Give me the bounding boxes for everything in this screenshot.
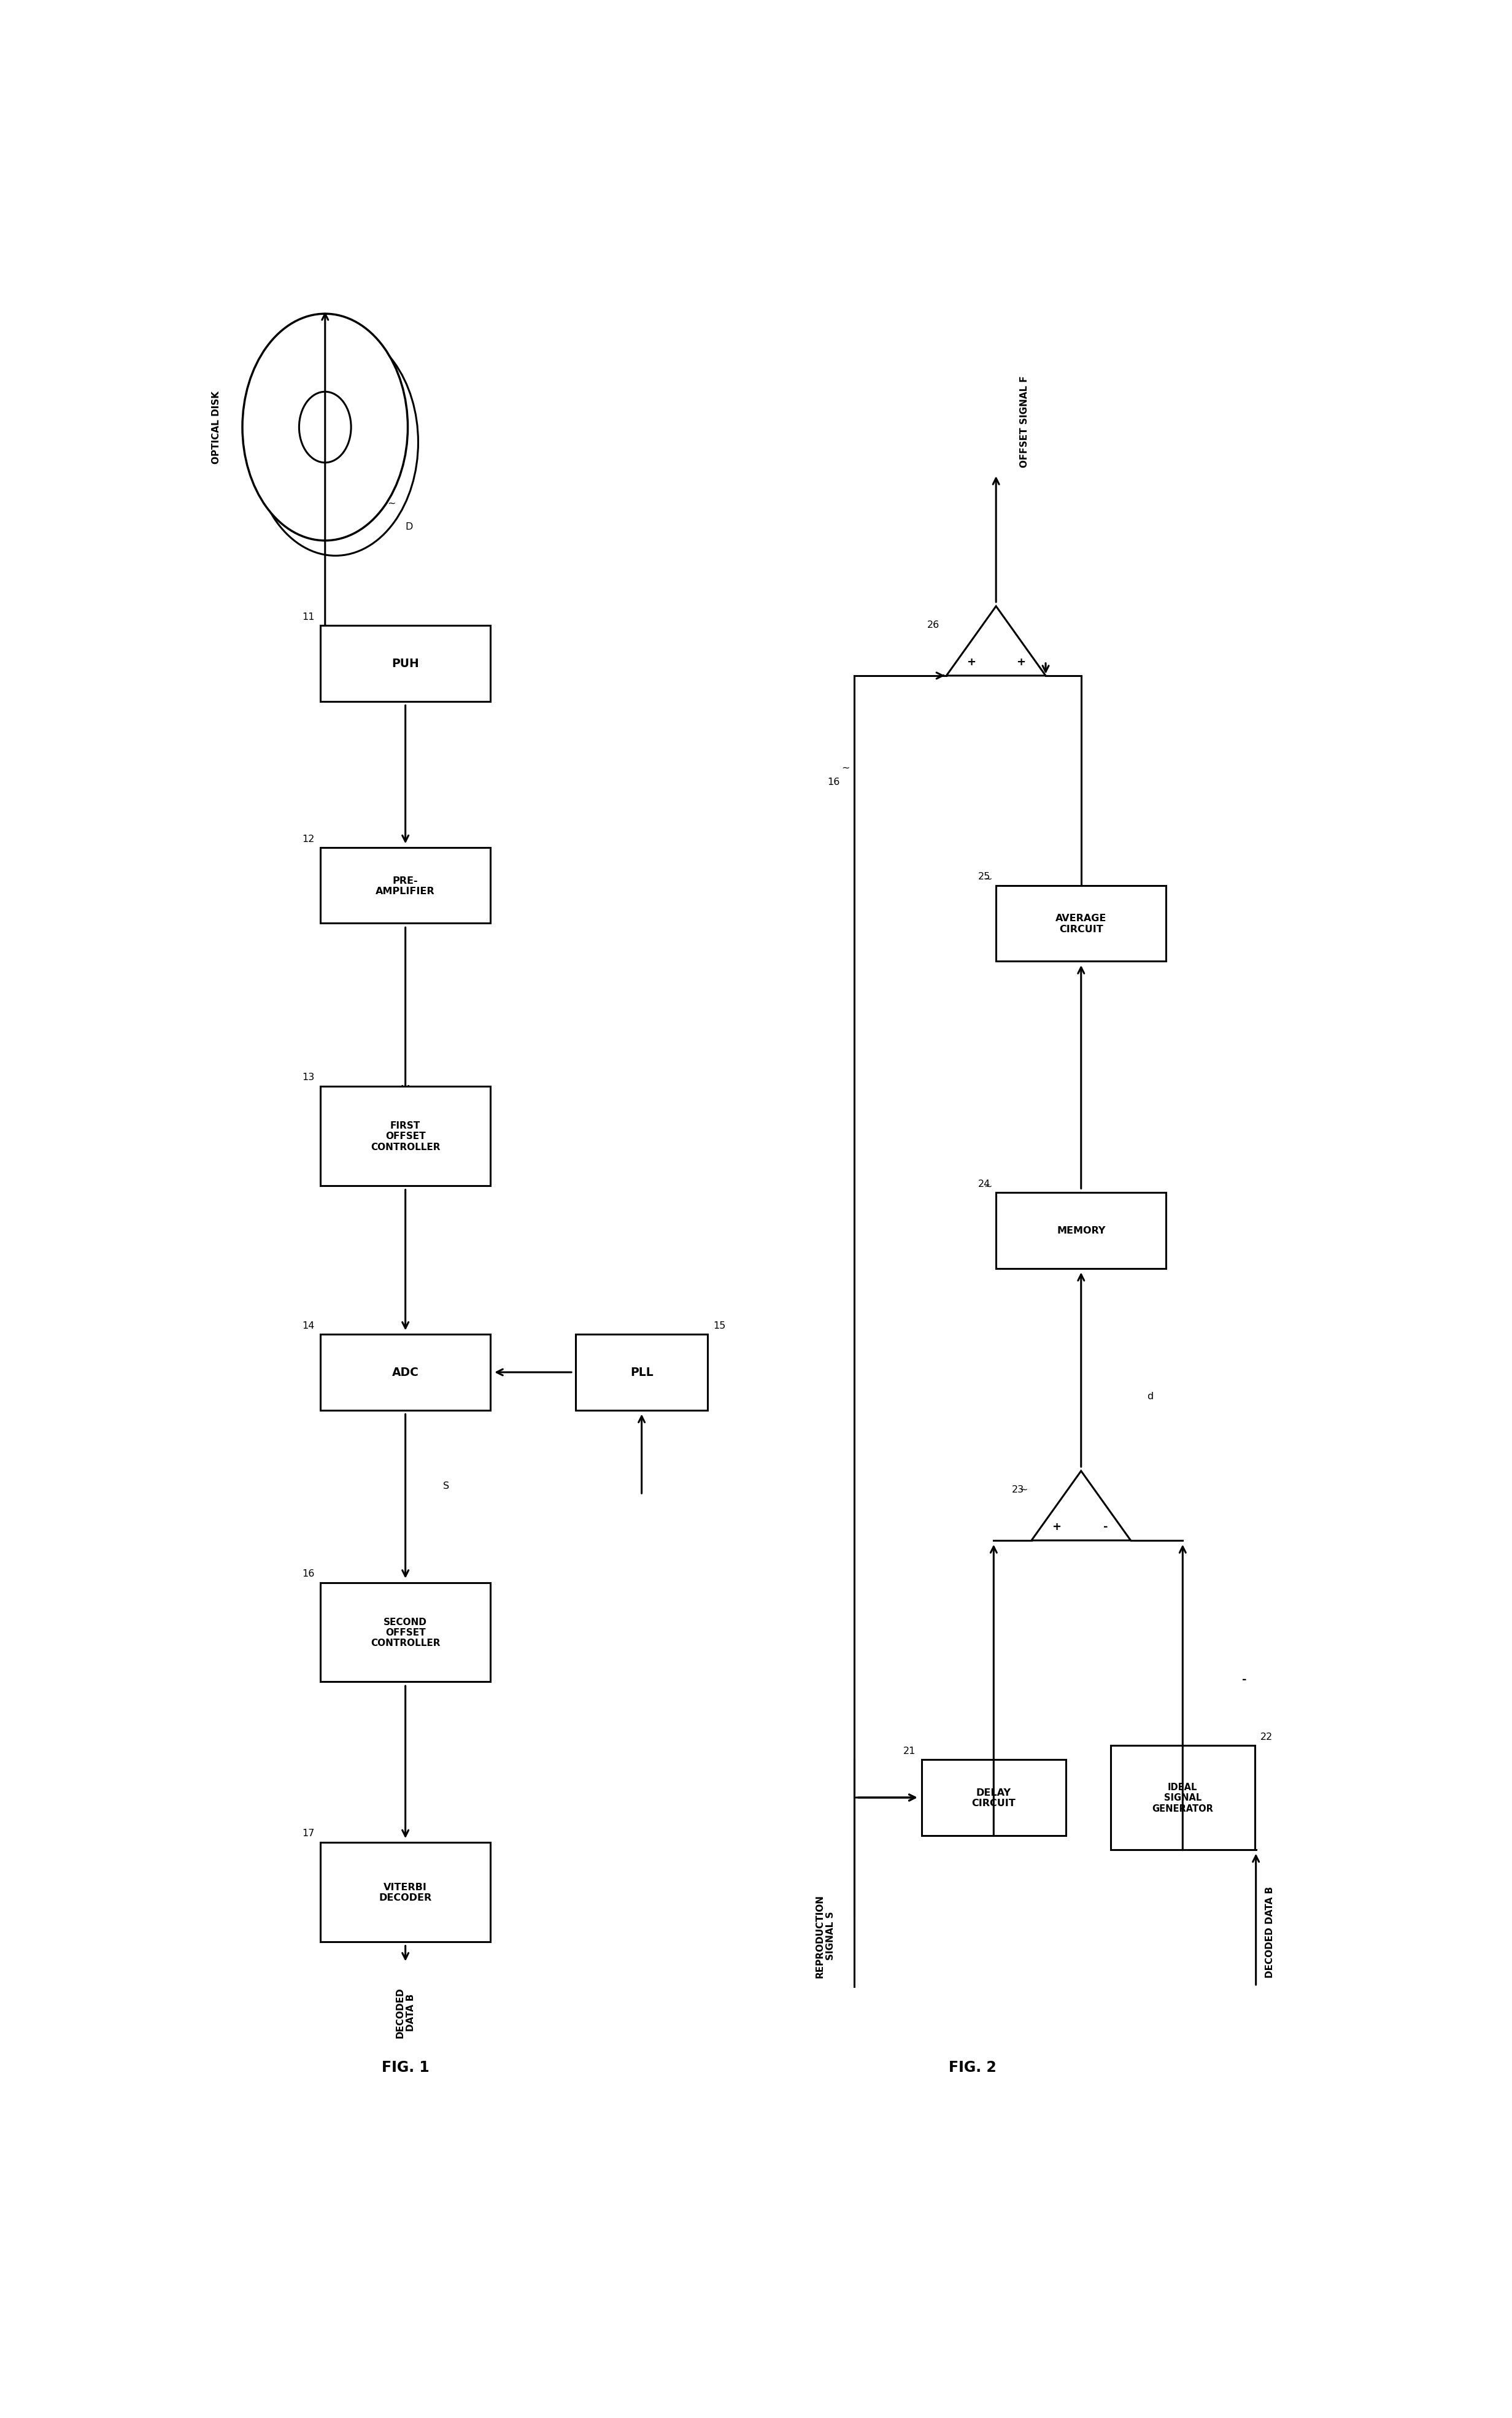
Text: VITERBI
DECODER: VITERBI DECODER xyxy=(380,1881,432,1903)
Ellipse shape xyxy=(242,314,408,542)
Text: +: + xyxy=(1016,658,1025,667)
Text: ~: ~ xyxy=(1019,1485,1028,1494)
Text: IDEAL
SIGNAL
GENERATOR: IDEAL SIGNAL GENERATOR xyxy=(1152,1782,1213,1814)
Text: 25: 25 xyxy=(978,873,990,880)
Text: +: + xyxy=(966,658,975,667)
Text: OFFSET SIGNAL F: OFFSET SIGNAL F xyxy=(1019,375,1028,467)
Bar xyxy=(576,1335,708,1410)
Text: 26: 26 xyxy=(927,621,939,629)
Text: -: - xyxy=(1241,1673,1246,1685)
Text: ~: ~ xyxy=(387,498,395,508)
Bar xyxy=(321,1335,490,1410)
Text: +: + xyxy=(1052,1521,1061,1533)
Text: 11: 11 xyxy=(302,612,314,621)
Text: DELAY
CIRCUIT: DELAY CIRCUIT xyxy=(972,1787,1016,1809)
Text: 17: 17 xyxy=(302,1828,314,1838)
Bar xyxy=(321,1843,490,1942)
Text: 22: 22 xyxy=(1261,1731,1273,1741)
Bar xyxy=(321,1584,490,1683)
Text: 23: 23 xyxy=(1012,1485,1025,1494)
Text: ~: ~ xyxy=(841,764,850,771)
Text: DECODED DATA B: DECODED DATA B xyxy=(1266,1886,1275,1978)
Polygon shape xyxy=(1031,1470,1131,1540)
Text: D: D xyxy=(405,522,413,532)
Text: FIG. 1: FIG. 1 xyxy=(381,2060,429,2075)
Text: S: S xyxy=(443,1482,449,1489)
Text: FIG. 2: FIG. 2 xyxy=(948,2060,996,2075)
Text: ~: ~ xyxy=(984,1182,992,1190)
Text: 15: 15 xyxy=(714,1320,726,1330)
Text: 16: 16 xyxy=(302,1569,314,1579)
Bar xyxy=(1110,1746,1255,1850)
Text: OPTICAL DISK: OPTICAL DISK xyxy=(212,392,221,464)
Text: PRE-
AMPLIFIER: PRE- AMPLIFIER xyxy=(376,875,435,895)
Text: SECOND
OFFSET
CONTROLLER: SECOND OFFSET CONTROLLER xyxy=(370,1618,440,1647)
Text: 16: 16 xyxy=(827,776,841,786)
Text: PUH: PUH xyxy=(392,658,419,670)
Text: 13: 13 xyxy=(302,1074,314,1081)
Text: -: - xyxy=(1104,1521,1108,1533)
Text: MEMORY: MEMORY xyxy=(1057,1226,1105,1236)
Bar xyxy=(996,1192,1166,1269)
Text: FIRST
OFFSET
CONTROLLER: FIRST OFFSET CONTROLLER xyxy=(370,1122,440,1151)
Bar xyxy=(321,1086,490,1185)
Polygon shape xyxy=(947,607,1046,677)
Bar xyxy=(321,626,490,701)
Text: 24: 24 xyxy=(978,1180,990,1187)
Text: REPRODUCTION
SIGNAL S: REPRODUCTION SIGNAL S xyxy=(815,1893,836,1978)
Text: DECODED
DATA B: DECODED DATA B xyxy=(396,1988,416,2038)
Bar xyxy=(321,849,490,924)
Text: 14: 14 xyxy=(302,1320,314,1330)
Text: AVERAGE
CIRCUIT: AVERAGE CIRCUIT xyxy=(1055,914,1107,933)
Text: d: d xyxy=(1148,1390,1154,1400)
Text: ~: ~ xyxy=(984,875,992,883)
Text: 21: 21 xyxy=(903,1746,916,1755)
Text: 12: 12 xyxy=(302,834,314,844)
Text: ADC: ADC xyxy=(392,1366,419,1378)
Bar xyxy=(921,1760,1066,1835)
Text: PLL: PLL xyxy=(631,1366,653,1378)
Bar xyxy=(996,885,1166,962)
